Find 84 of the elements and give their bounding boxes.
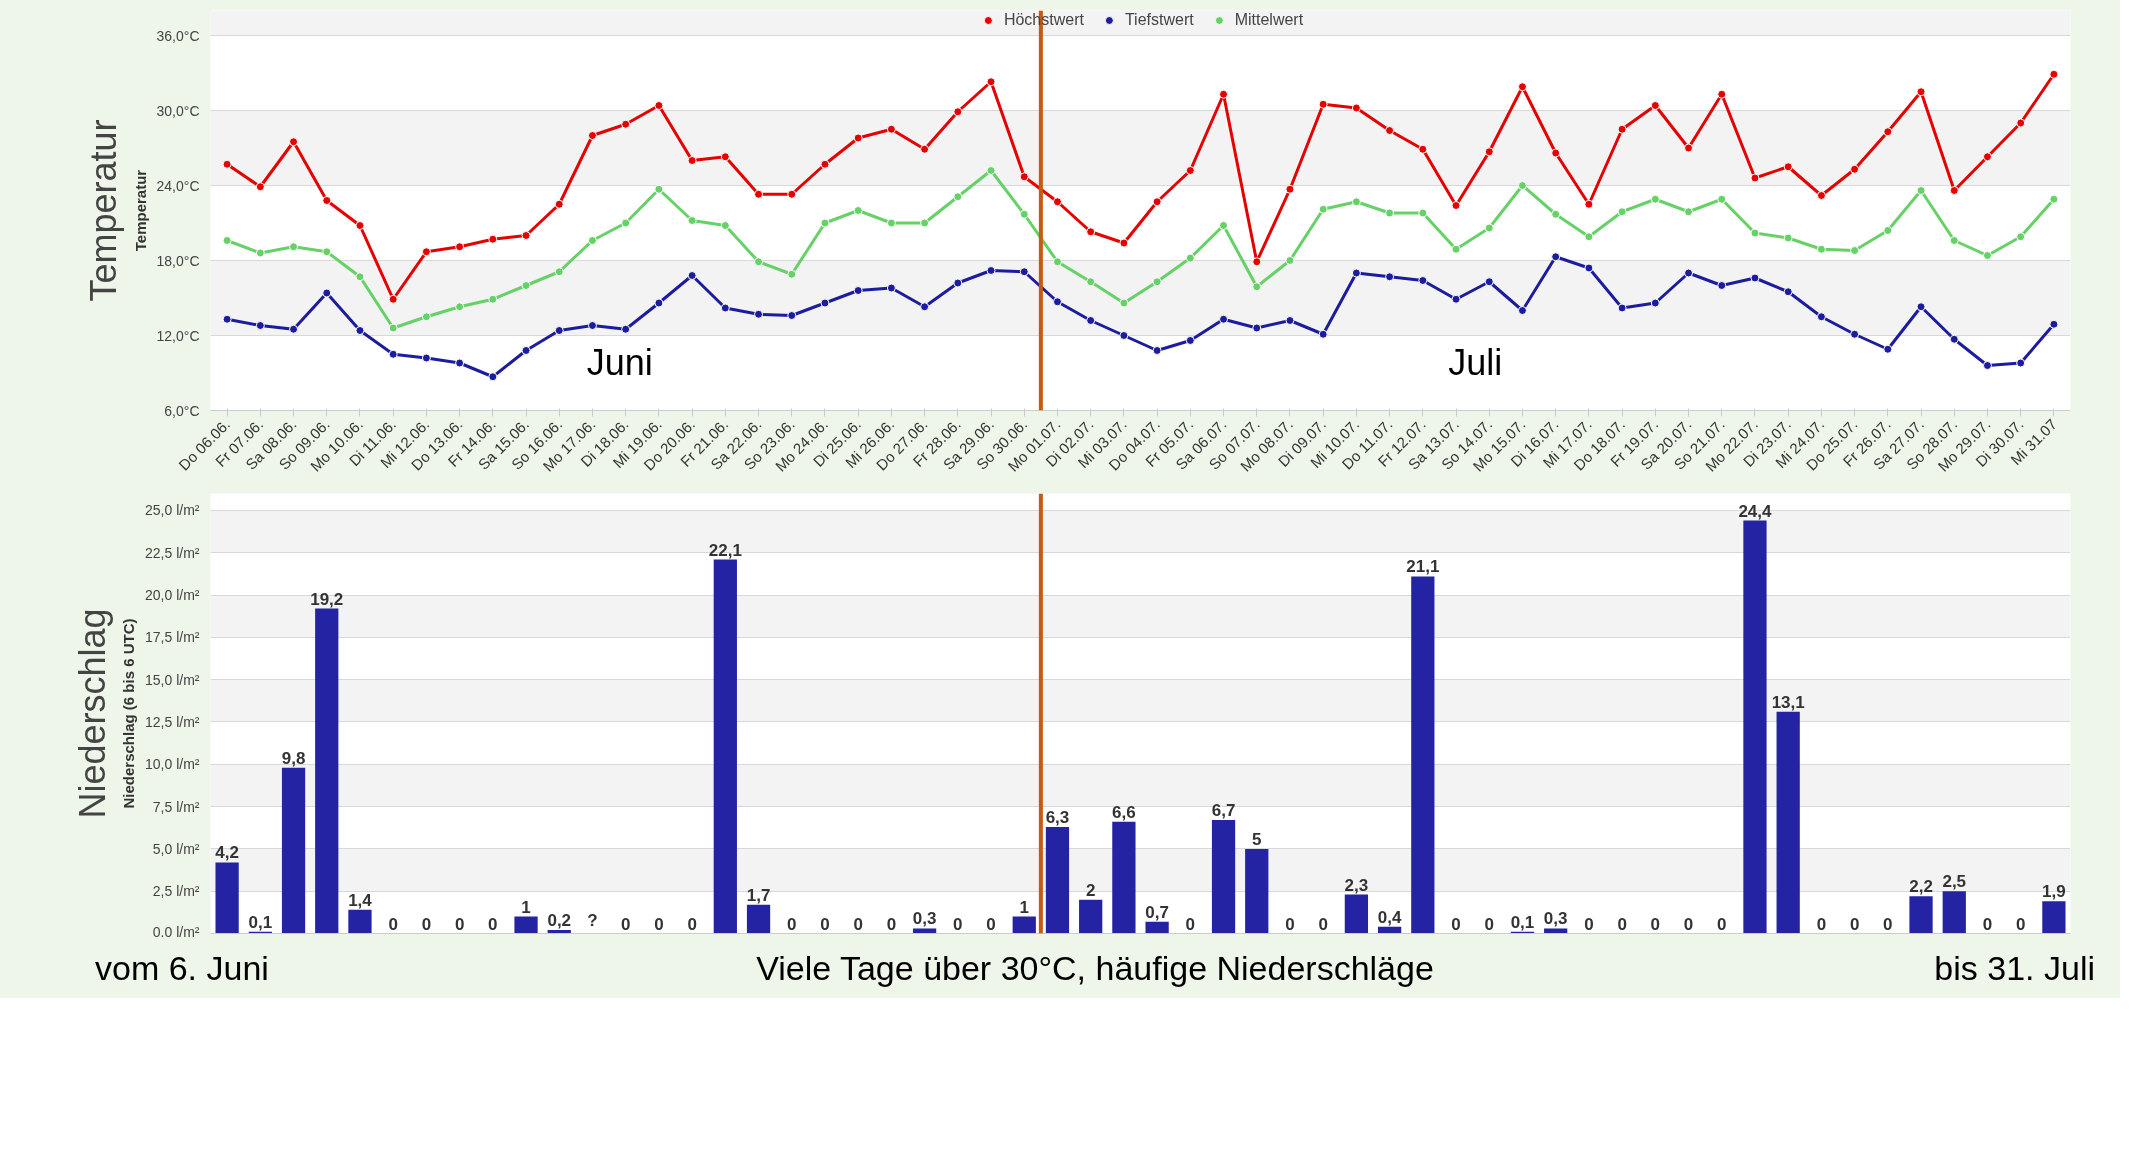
data-label: 0	[986, 914, 996, 934]
data-label: 6,6	[1112, 802, 1136, 822]
data-label: 0	[620, 914, 631, 934]
y-tick-label: 36,0°C	[156, 27, 200, 44]
data-label: 0	[1484, 914, 1494, 934]
data-label: 0,4	[1377, 907, 1402, 927]
data-label: 0	[1185, 914, 1196, 934]
data-label: 0	[1584, 914, 1594, 934]
data-label: 0	[1982, 914, 1993, 934]
data-label: 0	[787, 914, 797, 934]
y-tick-label: 0.0 l/m²	[152, 923, 200, 940]
data-label: 2	[1085, 880, 1096, 900]
data-label: 2,2	[1909, 877, 1933, 897]
data-label: 0,2	[547, 911, 572, 931]
data-label: 22,1	[708, 540, 742, 560]
text: Temperatur	[82, 119, 124, 302]
legend-label: Mittelwert	[1234, 11, 1304, 29]
data-label: 1,7	[746, 885, 771, 905]
data-label: 0,7	[1145, 902, 1169, 922]
data-label: 0	[953, 914, 963, 934]
data-label: 0,3	[912, 909, 937, 929]
data-label: 0,1	[1510, 912, 1535, 932]
y-tick-label: 30,0°C	[156, 102, 200, 119]
y-tick-label: 6,0°C	[164, 402, 200, 419]
data-label: 1,9	[2042, 882, 2066, 902]
data-label: 6,7	[1211, 801, 1236, 821]
data-label: 0	[1650, 914, 1661, 934]
data-label: 0	[853, 914, 863, 934]
data-label: 0	[1816, 914, 1827, 934]
data-label: 6,3	[1045, 807, 1070, 827]
data-label: 2,5	[1942, 872, 1967, 892]
data-label: 0	[1717, 914, 1727, 934]
data-label: 2,3	[1344, 875, 1369, 895]
data-label: 0	[454, 914, 465, 934]
data-label: 0	[421, 914, 432, 934]
annotation: Juni	[586, 341, 653, 383]
y-tick-label: 22,5 l/m²	[145, 544, 200, 561]
text: ?	[587, 910, 598, 930]
data-label: 4,2	[215, 843, 239, 863]
data-label: 0	[886, 914, 897, 934]
data-label: 0	[687, 914, 697, 934]
text: Niederschlag	[71, 608, 113, 819]
y-tick-label: 18,0°C	[156, 252, 200, 269]
data-label: 5	[1252, 829, 1262, 849]
data-label: 0	[1617, 914, 1627, 934]
y-axis-title: Temperatur	[131, 169, 149, 252]
y-tick-label: 15,0 l/m²	[145, 671, 200, 688]
data-label: 0	[1683, 914, 1694, 934]
data-label: 0	[2015, 914, 2026, 934]
data-label: 0	[654, 914, 664, 934]
data-label: 13,1	[1771, 692, 1805, 712]
data-label: 9,8	[281, 748, 306, 768]
legend-label: Tiefstwert	[1124, 11, 1194, 29]
data-label: 0	[388, 914, 398, 934]
text: bis 31. Juli	[1934, 948, 2095, 989]
y-tick-label: 20,0 l/m²	[145, 587, 200, 604]
y-tick-label: 17,5 l/m²	[145, 629, 200, 646]
y-tick-label: 10,0 l/m²	[145, 756, 200, 773]
y-axis-title: Niederschlag (6 bis 6 UTC)	[120, 618, 138, 809]
data-label: 19,2	[310, 589, 344, 609]
data-label: 0	[820, 914, 830, 934]
text: Viele Tage über 30°C, häufige Niederschläge	[756, 948, 1434, 989]
data-label: 0,3	[1543, 909, 1568, 929]
text: vom 6. Juni	[95, 948, 269, 989]
y-tick-label: 2,5 l/m²	[152, 883, 200, 900]
data-label: 0	[1318, 914, 1328, 934]
data-label: 0	[1451, 914, 1461, 934]
data-label: 21,1	[1406, 557, 1440, 577]
y-tick-label: 12,5 l/m²	[145, 713, 200, 730]
data-label: 0,1	[248, 912, 273, 932]
y-tick-label: 24,0°C	[156, 177, 200, 194]
y-tick-label: 25,0 l/m²	[145, 502, 200, 519]
data-label: 0	[1849, 914, 1860, 934]
y-tick-label: 12,0°C	[156, 327, 200, 344]
data-label: 1	[1019, 897, 1029, 917]
data-label: 1	[521, 897, 531, 917]
data-label: 24,4	[1738, 501, 1773, 521]
data-label: 0	[488, 914, 498, 934]
annotation: Juli	[1448, 341, 1503, 383]
y-tick-label: 5,0 l/m²	[152, 840, 200, 857]
data-label: 1,4	[348, 890, 373, 910]
data-label: 0	[1883, 914, 1893, 934]
data-label: 0	[1285, 914, 1295, 934]
y-tick-label: 7,5 l/m²	[152, 798, 200, 815]
